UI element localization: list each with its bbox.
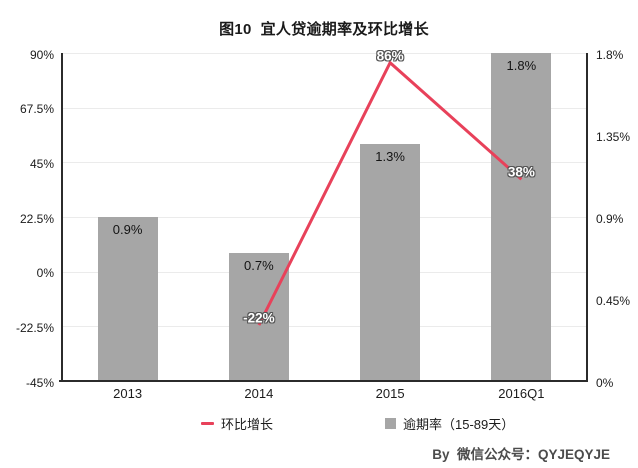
- gridline: [62, 271, 587, 273]
- bar-value-label: 0.7%: [244, 258, 274, 274]
- left-axis-line: [61, 53, 63, 382]
- line-value-label: 86%: [376, 48, 404, 64]
- bar-2016Q1: [491, 53, 552, 381]
- y-axis-tick-left: 22.5%: [19, 211, 54, 226]
- y-axis-tick-right: 0%: [596, 375, 614, 390]
- plot-area: 0.9% 0.7% 1.3% 1.8% -22% 86% 38%: [59, 48, 588, 382]
- y-axis-tick-right: 0.9%: [596, 211, 624, 226]
- gridline: [62, 53, 587, 54]
- gridline: [62, 217, 587, 218]
- x-axis-line: [59, 380, 588, 382]
- x-axis-label: 2013: [113, 386, 143, 401]
- legend-line-swatch: [201, 422, 214, 425]
- y-axis-tick-left: 90%: [29, 47, 54, 62]
- gridline: [62, 107, 587, 109]
- y-axis-tick-left: 67.5%: [19, 102, 54, 117]
- chart-title: 图10 宜人贷逾期率及环比增长: [219, 21, 429, 38]
- y-axis-tick-right: 1.35%: [596, 129, 631, 144]
- legend-label: 环比增长: [221, 417, 274, 432]
- chart-legend: 环比增长 逾期率（15-89天）: [201, 414, 514, 433]
- y-axis-tick-left: 0%: [36, 266, 54, 281]
- bar-value-label: 1.3%: [375, 149, 405, 165]
- x-axis-label: 2014: [244, 386, 274, 401]
- gridline: [62, 162, 587, 164]
- bar-2013: [97, 217, 158, 381]
- y-axis-tick-right: 0.45%: [596, 293, 631, 308]
- y-axis-tick-left: -45%: [25, 375, 54, 390]
- x-axis-label: 2015: [375, 386, 405, 401]
- trend-line: [257, 60, 523, 326]
- line-value-label: -22%: [243, 310, 275, 326]
- line-series: [257, 60, 523, 326]
- y-axis-tick-left: -22.5%: [15, 320, 54, 335]
- y-axis-tick-left: 45%: [29, 156, 54, 171]
- y-axis-tick-right: 1.8%: [596, 47, 624, 62]
- bar-value-label: 1.8%: [506, 58, 537, 73]
- legend-item-line-series: 环比增长: [201, 414, 273, 433]
- line-value-label: 38%: [507, 164, 535, 180]
- right-axis-line: [586, 53, 588, 382]
- legend-bar-swatch: [385, 418, 397, 429]
- bar-2015: [360, 144, 421, 381]
- gridline: [62, 326, 587, 328]
- x-axis-label: 2016Q1: [498, 386, 545, 401]
- watermark: By 微信公众号：QYJEQYJE: [432, 447, 610, 462]
- legend-item-bar-series: 逾期率（15-89天）: [385, 414, 514, 433]
- bar-2014: [228, 253, 289, 381]
- legend-label: 逾期率（15-89天）: [403, 417, 515, 432]
- bar-value-label: 0.9%: [112, 222, 143, 237]
